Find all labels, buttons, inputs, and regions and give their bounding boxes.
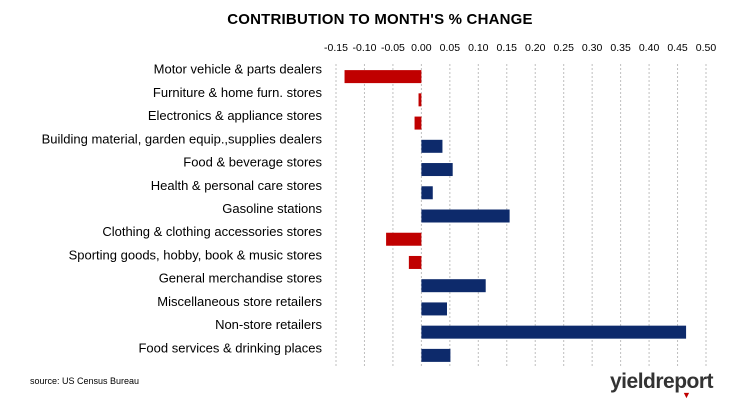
- x-tick-label: 0.45: [667, 42, 688, 54]
- logo-text: yieldreport: [610, 370, 714, 393]
- category-label: Building material, garden equip.,supplie…: [42, 131, 323, 146]
- bar: [344, 70, 422, 84]
- x-tick-label: -0.15: [324, 42, 348, 54]
- x-tick-label: 0.50: [696, 42, 717, 54]
- bar: [421, 279, 486, 293]
- category-label: Food & beverage stores: [183, 155, 322, 170]
- yieldreport-logo: yieldreport ▼: [610, 370, 714, 400]
- x-tick-label: 0.00: [411, 42, 432, 54]
- chart-title: CONTRIBUTION TO MONTH'S % CHANGE: [227, 11, 533, 28]
- bar: [421, 186, 433, 200]
- x-tick-label: -0.05: [381, 42, 405, 54]
- x-tick-label: 0.15: [497, 42, 518, 54]
- bar: [414, 116, 422, 130]
- bar: [408, 255, 422, 269]
- logo-marker-icon: ▼: [682, 390, 691, 400]
- x-tick-label: 0.30: [582, 42, 603, 54]
- bar: [386, 232, 422, 246]
- x-tick-label: 0.20: [525, 42, 546, 54]
- category-label: Health & personal care stores: [151, 178, 323, 193]
- bar: [421, 163, 453, 177]
- category-label: Furniture & home furn. stores: [153, 85, 323, 100]
- category-label: Non-store retailers: [215, 317, 322, 332]
- bar: [421, 209, 510, 223]
- x-tick-label: 0.10: [468, 42, 489, 54]
- x-tick-label: 0.35: [610, 42, 631, 54]
- category-label: Sporting goods, hobby, book & music stor…: [69, 247, 323, 262]
- bar: [421, 325, 687, 339]
- bar: [418, 93, 422, 107]
- bar: [421, 139, 443, 153]
- category-label: Food services & drinking places: [138, 340, 322, 355]
- category-label: Miscellaneous store retailers: [157, 294, 322, 309]
- bar: [421, 302, 447, 316]
- x-tick-label: 0.05: [440, 42, 461, 54]
- category-label: General merchandise stores: [159, 271, 323, 286]
- x-tick-label: 0.25: [553, 42, 574, 54]
- category-label: Clothing & clothing accessories stores: [102, 224, 322, 239]
- bar: [421, 348, 451, 362]
- category-label: Electronics & appliance stores: [148, 108, 323, 123]
- source-note: source: US Census Bureau: [30, 376, 140, 386]
- x-tick-label: 0.40: [639, 42, 660, 54]
- x-tick-label: -0.10: [352, 42, 376, 54]
- category-label: Gasoline stations: [222, 201, 322, 216]
- category-label: Motor vehicle & parts dealers: [154, 62, 323, 77]
